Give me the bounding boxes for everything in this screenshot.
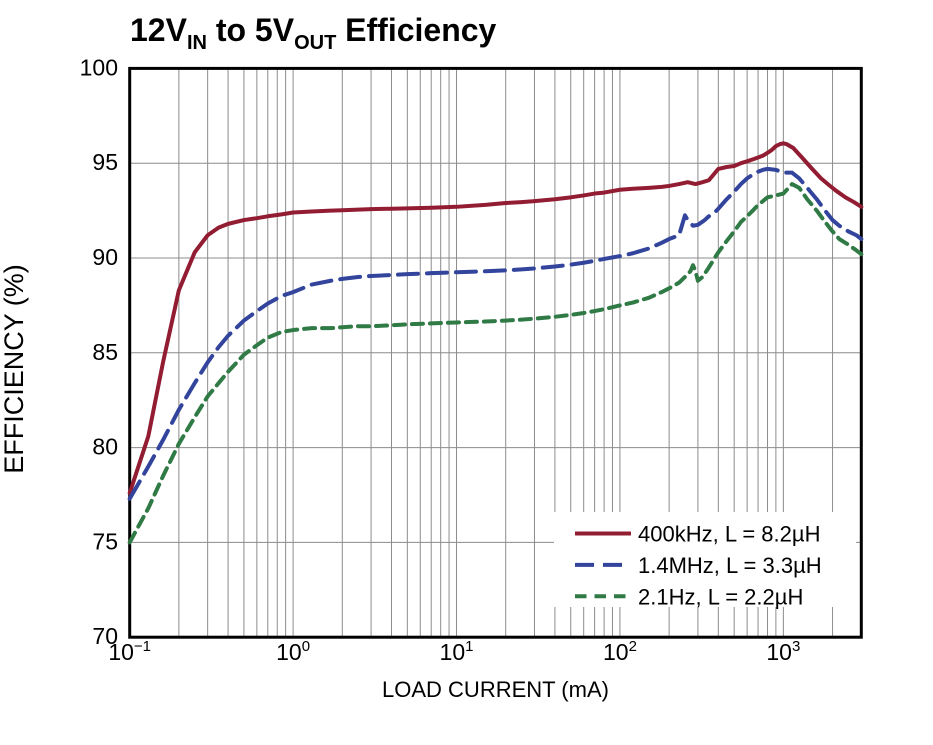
svg-text:EFFICIENCY (%): EFFICIENCY (%)	[0, 264, 29, 474]
svg-text:12VIN to 5VOUT Efficiency: 12VIN to 5VOUT Efficiency	[130, 12, 497, 54]
svg-text:10−1: 10−1	[108, 638, 151, 665]
svg-text:75: 75	[92, 528, 118, 554]
svg-text:LOAD CURRENT (mA): LOAD CURRENT (mA)	[382, 677, 609, 702]
svg-text:85: 85	[92, 339, 118, 365]
svg-text:2.1Hz, L = 2.2µH: 2.1Hz, L = 2.2µH	[638, 584, 803, 609]
svg-text:103: 103	[766, 638, 800, 665]
svg-text:80: 80	[92, 434, 118, 460]
svg-text:102: 102	[603, 638, 637, 665]
svg-text:100: 100	[276, 638, 310, 665]
svg-text:101: 101	[440, 638, 474, 665]
svg-text:95: 95	[92, 149, 118, 175]
svg-text:90: 90	[92, 244, 118, 270]
svg-text:400kHz, L = 8.2µH: 400kHz, L = 8.2µH	[638, 522, 820, 547]
svg-text:1.4MHz, L = 3.3µH: 1.4MHz, L = 3.3µH	[638, 553, 822, 578]
svg-text:100: 100	[80, 54, 118, 80]
